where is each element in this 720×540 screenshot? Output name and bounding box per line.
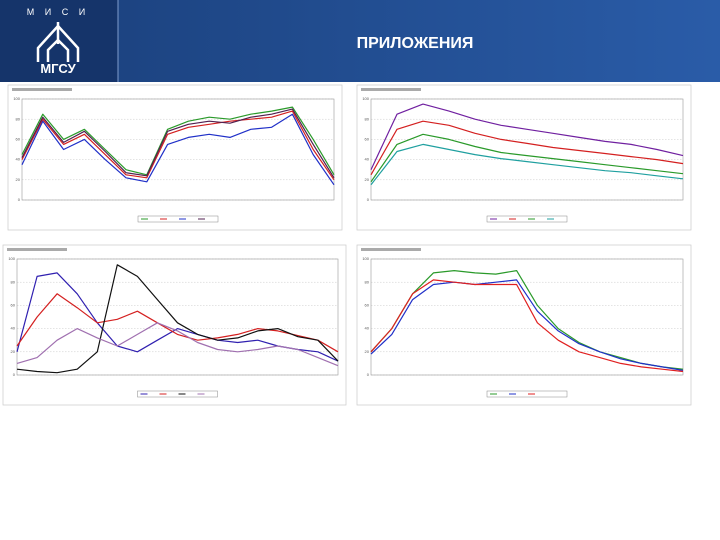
series-line bbox=[370, 143, 684, 186]
y-tick-label: 60 bbox=[365, 136, 370, 141]
series-line bbox=[370, 133, 684, 183]
chart: 0 20 40 60 80 100 bbox=[7, 84, 343, 231]
legend-box bbox=[137, 215, 219, 223]
series-line bbox=[21, 113, 335, 186]
legend-box bbox=[486, 390, 568, 398]
y-tick-label: 0 bbox=[13, 372, 16, 377]
series-line bbox=[21, 108, 335, 179]
series-line bbox=[370, 103, 684, 170]
y-tick-label: 80 bbox=[16, 116, 21, 121]
y-tick-label: 40 bbox=[16, 157, 21, 162]
y-tick-label: 80 bbox=[365, 116, 370, 121]
y-tick-label: 20 bbox=[11, 349, 16, 354]
chart-caption bbox=[361, 88, 421, 91]
chart-caption bbox=[7, 248, 67, 251]
series-line bbox=[370, 279, 684, 373]
y-tick-label: 0 bbox=[367, 197, 370, 202]
charts: 0 20 40 60 80 100 0 20 40 60 80 100 0 20 40 60 80 100 0 20 4… bbox=[2, 84, 692, 406]
logo-name: МГСУ bbox=[40, 61, 76, 76]
y-tick-label: 100 bbox=[362, 96, 369, 101]
series-line bbox=[370, 279, 684, 371]
y-tick-label: 40 bbox=[365, 157, 370, 162]
chart: 0 20 40 60 80 100 bbox=[356, 84, 692, 231]
series-line bbox=[16, 264, 339, 374]
y-tick-label: 0 bbox=[367, 372, 370, 377]
plot-frame bbox=[16, 258, 339, 376]
y-tick-label: 20 bbox=[365, 177, 370, 182]
y-tick-label: 100 bbox=[13, 96, 20, 101]
chart-panel bbox=[7, 84, 343, 231]
series-line bbox=[370, 120, 684, 176]
logo-mark bbox=[36, 22, 80, 72]
y-tick-label: 40 bbox=[365, 326, 370, 331]
y-tick-label: 0 bbox=[18, 197, 21, 202]
chart-panel bbox=[2, 244, 347, 406]
plot-frame bbox=[21, 98, 335, 201]
plot-frame bbox=[370, 258, 684, 376]
chart-caption bbox=[361, 248, 421, 251]
series-line bbox=[16, 322, 339, 367]
chart: 0 20 40 60 80 100 bbox=[2, 244, 347, 406]
series-line bbox=[21, 106, 335, 176]
legend-box bbox=[486, 215, 568, 223]
y-tick-label: 100 bbox=[8, 256, 15, 261]
logo-letters: М И С И bbox=[27, 7, 89, 17]
y-tick-label: 60 bbox=[16, 136, 21, 141]
series-line bbox=[21, 110, 335, 181]
logo-plate bbox=[35, 62, 81, 76]
y-tick-label: 60 bbox=[11, 302, 16, 307]
y-tick-label: 20 bbox=[365, 349, 370, 354]
y-tick-label: 80 bbox=[11, 279, 16, 284]
chart: 0 20 40 60 80 100 bbox=[356, 244, 692, 406]
y-tick-label: 80 bbox=[365, 279, 370, 284]
plot-frame bbox=[370, 98, 684, 201]
y-tick-label: 100 bbox=[362, 256, 369, 261]
y-tick-label: 20 bbox=[16, 177, 21, 182]
legend-box bbox=[137, 390, 218, 398]
series-line bbox=[16, 293, 339, 353]
y-tick-label: 60 bbox=[365, 302, 370, 307]
slide-title: ПРИЛОЖЕНИЯ bbox=[357, 35, 474, 52]
chart-caption bbox=[12, 88, 72, 91]
header-bar bbox=[0, 0, 720, 82]
y-tick-label: 40 bbox=[11, 326, 16, 331]
chart-panel bbox=[356, 244, 692, 406]
